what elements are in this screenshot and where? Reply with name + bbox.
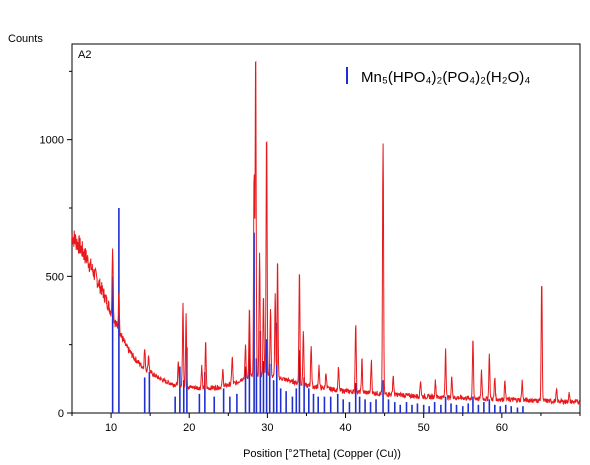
y-axis-label: Counts [8, 33, 43, 45]
y-tick-label: 500 [46, 271, 64, 283]
plot-frame [71, 43, 581, 414]
y-tick-label: 0 [58, 408, 64, 420]
x-tick-label: 30 [261, 422, 273, 434]
plot-area: 10 20 30 40 50 60 0 500 1000 Mn₅(HPO₄)₂(PO₄)₂(H₂O… [40, 43, 581, 434]
x-tick-label: 60 [496, 422, 508, 434]
x-axis-label: Position [°2Theta] (Copper (Cu)) [243, 448, 401, 460]
diffraction-pattern-line [71, 60, 581, 406]
panel-label: A2 [78, 49, 91, 61]
y-tick-label: 1000 [40, 135, 64, 147]
x-tick-label: 40 [339, 422, 351, 434]
x-tick-label: 20 [183, 422, 195, 434]
x-tick-label: 50 [418, 422, 430, 434]
legend-label: Mn₅(HPO₄)₂(PO₄)₂(H₂O)₄ [361, 69, 530, 86]
x-tick-label: 10 [105, 422, 117, 434]
